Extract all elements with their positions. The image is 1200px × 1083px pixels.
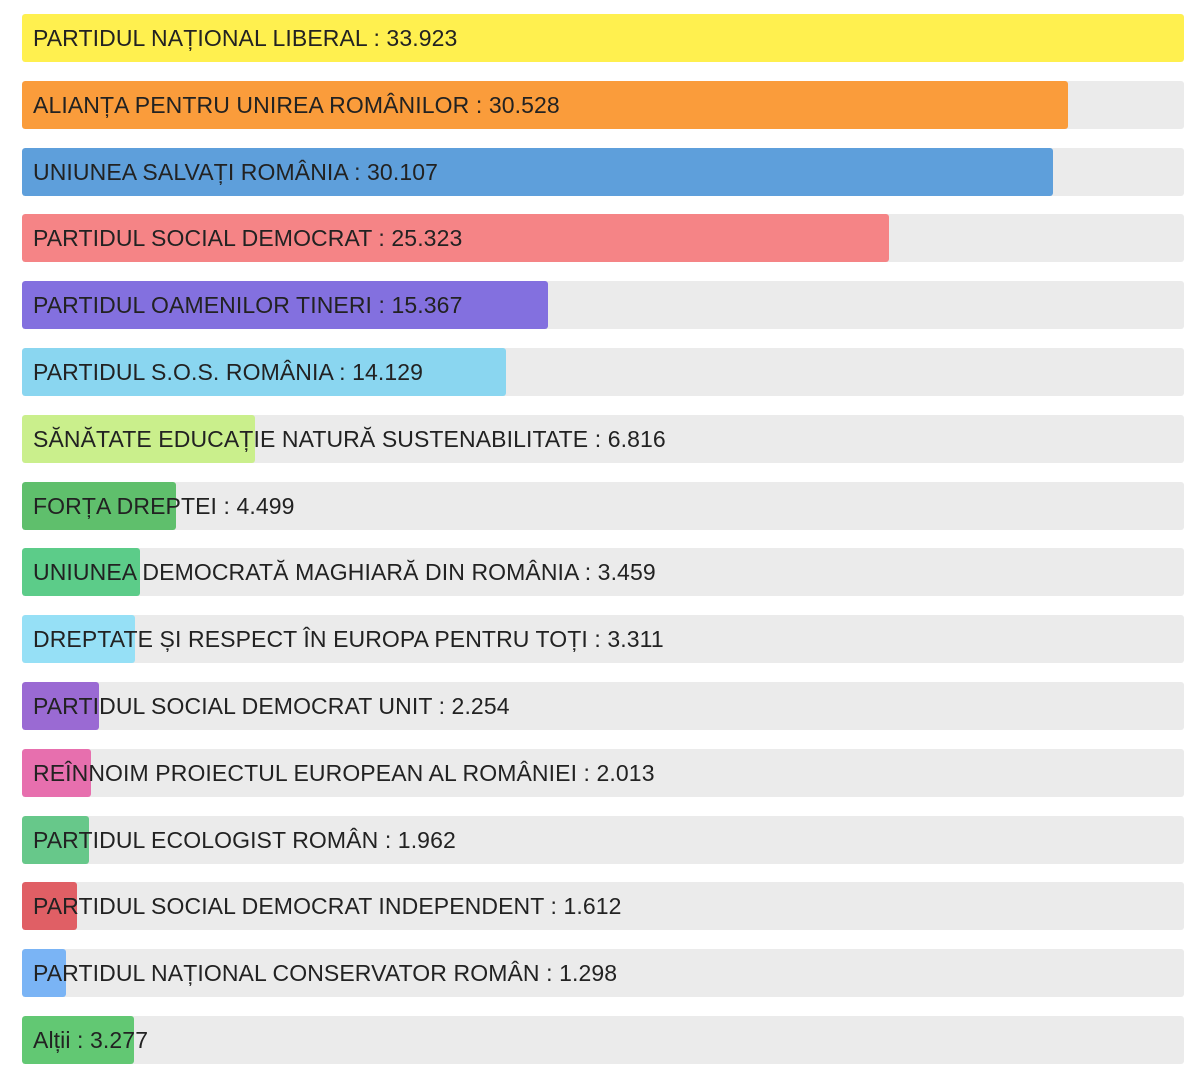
bar-label: PARTIDUL NAȚIONAL LIBERAL : 33.923 (33, 25, 458, 51)
bar (22, 882, 77, 931)
bar-label: Alții : 3.277 (33, 1026, 149, 1053)
bar-row: PARTIDUL ECOLOGIST ROMÂN : 1.962 (22, 815, 1184, 864)
bar-label: PARTIDUL ECOLOGIST ROMÂN : 1.962 (33, 826, 456, 853)
bar (22, 548, 140, 597)
bar-row: PARTIDUL NAȚIONAL CONSERVATOR ROMÂN : 1.… (22, 949, 1184, 998)
bar-row: PARTIDUL NAȚIONAL LIBERAL : 33.923 (22, 14, 1184, 62)
bar (22, 1015, 134, 1064)
bar-label: PARTIDUL SOCIAL DEMOCRAT INDEPENDENT : 1… (33, 893, 622, 920)
bar-label: ALIANȚA PENTRU UNIREA ROMÂNILOR : 30.528 (33, 91, 560, 118)
bar-row: PARTIDUL S.O.S. ROMÂNIA : 14.129 (22, 347, 1184, 396)
bar-row: PARTIDUL SOCIAL DEMOCRAT : 25.323 (22, 214, 1184, 263)
bar-chart: PARTIDUL NAȚIONAL LIBERAL : 33.923 ALIANȚ… (22, 14, 1184, 1083)
bar-label: FORȚA DREPTEI : 4.499 (33, 492, 295, 519)
bar (22, 347, 506, 396)
bar-row: Alții : 3.277 (22, 1015, 1184, 1064)
bar-label: UNIUNEA DEMOCRATĂ MAGHIARĂ DIN ROMÂNIA :… (33, 559, 656, 586)
bar (22, 748, 91, 797)
bar (22, 815, 89, 864)
bar-row: ALIANȚA PENTRU UNIREA ROMÂNILOR : 30.528 (22, 80, 1184, 129)
bar-label: DREPTATE ȘI RESPECT ÎN EUROPA PENTRU TOȚ… (33, 626, 664, 653)
bar-label: REÎNNOIM PROIECTUL EUROPEAN AL ROMÂNIEI … (33, 759, 655, 786)
bar (22, 214, 889, 263)
bar (22, 681, 99, 730)
bar (22, 80, 1068, 129)
bar-row: UNIUNEA DEMOCRATĂ MAGHIARĂ DIN ROMÂNIA :… (22, 548, 1184, 597)
bar-label: PARTIDUL S.O.S. ROMÂNIA : 14.129 (33, 358, 424, 385)
bar (22, 615, 135, 664)
bar (22, 147, 1053, 196)
bar-label: PARTIDUL NAȚIONAL CONSERVATOR ROMÂN : 1.… (33, 960, 618, 987)
bar-row: REÎNNOIM PROIECTUL EUROPEAN AL ROMÂNIEI … (22, 748, 1184, 797)
bar-label: PARTIDUL SOCIAL DEMOCRAT : 25.323 (33, 225, 463, 252)
bar-label: SĂNĂTATE EDUCAȚIE NATURĂ SUSTENABILITATE… (33, 425, 666, 452)
bar-row: UNIUNEA SALVAȚI ROMÂNIA : 30.107 (22, 147, 1184, 196)
bar-row: PARTIDUL SOCIAL DEMOCRAT INDEPENDENT : 1… (22, 882, 1184, 931)
bar-label: PARTIDUL OAMENILOR TINERI : 15.367 (33, 292, 463, 319)
bar-row: DREPTATE ȘI RESPECT ÎN EUROPA PENTRU TOȚ… (22, 615, 1184, 664)
bar-row: SĂNĂTATE EDUCAȚIE NATURĂ SUSTENABILITATE… (22, 414, 1184, 463)
bar (22, 414, 255, 463)
bar-label: PARTIDUL SOCIAL DEMOCRAT UNIT : 2.254 (33, 692, 510, 719)
bar-label: UNIUNEA SALVAȚI ROMÂNIA : 30.107 (33, 158, 438, 185)
bar-row: FORȚA DREPTEI : 4.499 (22, 481, 1184, 530)
bar (22, 949, 66, 998)
bar-row: PARTIDUL OAMENILOR TINERI : 15.367 (22, 281, 1184, 330)
bar-row: PARTIDUL SOCIAL DEMOCRAT UNIT : 2.254 (22, 681, 1184, 730)
bar (22, 14, 1184, 62)
bar (22, 281, 548, 330)
bar (22, 481, 176, 530)
